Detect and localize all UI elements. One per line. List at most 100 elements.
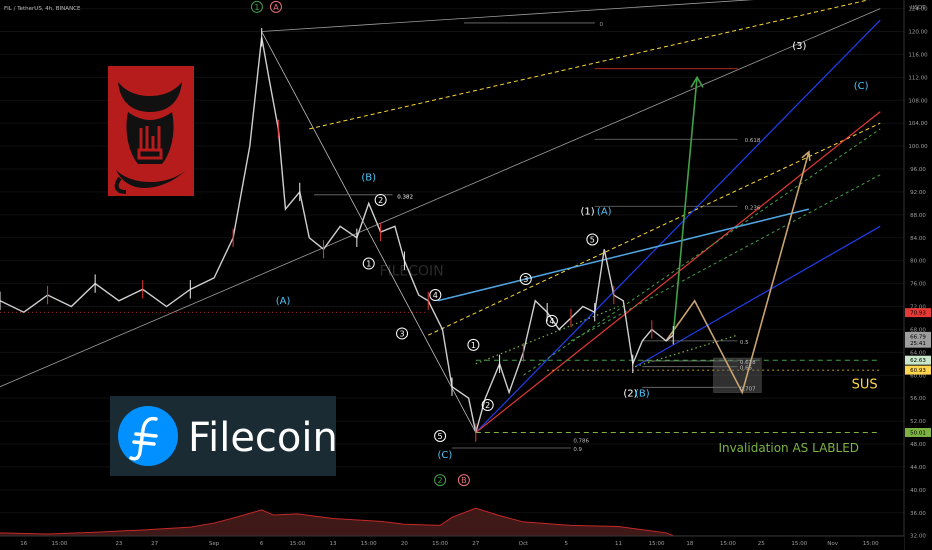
wave-label: 4 [549,317,554,326]
price-tag-bg [905,365,931,375]
green-arrow-head [690,75,704,88]
green-dashed-1 [523,128,881,376]
price-tag-label: 66.79 [910,334,926,340]
wave-label: (B) [361,173,376,184]
filecoin-wordmark: Filecoin [188,415,338,461]
wave-circle [586,233,599,246]
fib-level-label: 0 [599,22,603,28]
price-tick-label: 64.00 [910,350,926,356]
blue-channel-upper [475,19,881,433]
wave-label: (2) [623,389,637,400]
price-tick-label: 92.00 [910,190,926,196]
time-tick-label: 15:00 [791,541,807,547]
price-tag-bg [905,355,931,365]
wave-label: 3 [523,275,528,284]
wave-circle [374,193,387,206]
price-tag-label: 62.63 [910,358,926,364]
fib-zone-box [713,357,762,393]
red-trend-line [475,111,881,434]
wave-label: 5 [590,235,595,244]
price-tick-label: 104.00 [908,121,928,127]
time-tick-label: Sep [209,541,220,547]
fib-level-label: 0.707 [740,386,756,392]
wave-circle [457,474,470,487]
price-tick-label: 100.00 [908,144,928,150]
wave-circle [429,289,442,302]
wave-circle [396,327,409,340]
time-tick-label: 15:00 [720,541,736,547]
wave-label: (3) [792,41,806,52]
price-tick-label: 88.00 [910,213,926,219]
price-tick-label: 76.00 [910,282,926,288]
fib-level-label: 0.9 [573,447,582,453]
time-tick-label: 16 [20,541,27,547]
watermark-text: FILECOIN [379,264,443,280]
price-tick-label: 52.00 [910,419,926,425]
analysis-lines [0,0,881,449]
price-tag-label: 25:41 [910,341,926,347]
time-tick-label: 15:00 [863,541,879,547]
wave-label: B [461,476,467,485]
wave-label: 5 [438,432,443,441]
wave-circle [269,0,282,13]
wave-label: (C) [437,450,452,461]
price-tag-label: 50.01 [910,430,926,436]
time-tick-label: 11 [615,541,622,547]
time-tick-label: 18 [686,541,693,547]
price-tick-label: 72.00 [910,305,926,311]
horns-logo [108,66,194,196]
wave-label: A [273,3,279,12]
time-tick-label: Nov [827,541,838,547]
wave-label: (1) [581,206,595,217]
fib-level-label: 0.382 [397,194,413,200]
wave-label: (C) [854,81,869,92]
price-tick-label: 112.00 [908,75,928,81]
price-tick-label: 60.00 [910,373,926,379]
green-dotted-1 [475,305,619,365]
upper-dashed-channel [309,0,871,130]
axis-unit: USDT [910,5,926,11]
wave-circle [467,338,480,351]
price-tag-bg [905,308,931,318]
logos: Filecoin [108,66,338,476]
price-tick-label: 116.00 [908,52,928,58]
wave-label: 1 [366,260,371,269]
price-tick-label: 108.00 [908,98,928,104]
price-axis-bg [904,0,932,550]
time-tick-label: 5 [564,541,568,547]
wave-circle [362,257,375,270]
price-series [0,28,674,442]
long-channel-line [0,8,881,388]
symbol-header: FIL / TetherUS, 4h, BINANCE [4,6,81,12]
volume-ma-line [0,507,674,537]
price-tick-label: 48.00 [910,442,926,448]
lower-dashed-channel [427,122,881,336]
time-tick-label: 15:00 [432,541,448,547]
time-tick-label: 20 [401,541,408,547]
time-tick-label: 27 [151,541,158,547]
wave-label: 3 [399,329,404,338]
upper-channel-line [261,0,754,32]
time-tick-label: 15:00 [52,541,68,547]
blue-channel-lower [634,225,881,368]
wave-circle [519,273,532,286]
time-tick-label: 27 [472,541,479,547]
time-tick-label: 13 [330,541,337,547]
price-tick-label: 56.00 [910,396,926,402]
fib-level-label: 0.5 [740,340,749,346]
price-tag-label: 60.93 [910,368,926,374]
impulse-drop-line [261,31,477,433]
price-tag-label: 70.93 [910,311,926,317]
price-tick-label: 36.00 [910,511,926,517]
green-dashed-2 [570,174,881,342]
wave-circle [250,0,263,13]
wave-label: (B) [635,389,650,400]
wave-label: 1 [471,341,476,350]
filecoin-logo: Filecoin [110,396,338,476]
projected-wave-path [665,151,810,395]
wave-circle [481,399,494,412]
price-tag-bg [905,338,931,348]
wave-circle [434,429,447,442]
wave-label: (A) [276,296,291,307]
